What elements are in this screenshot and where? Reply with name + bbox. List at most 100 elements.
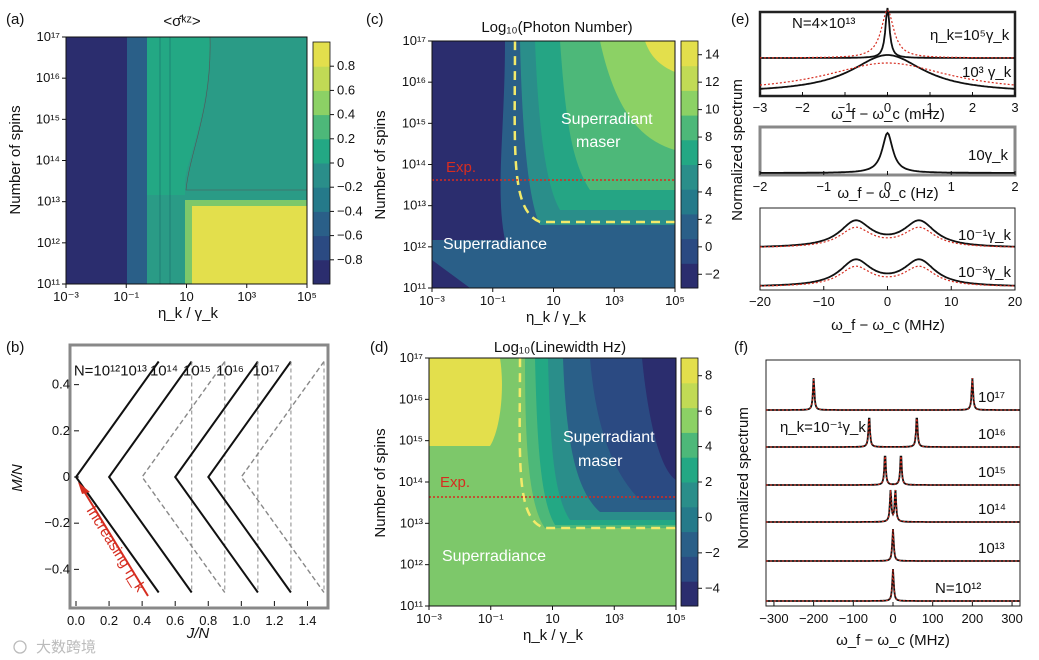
colorbar-tick-label: 0.4 bbox=[337, 107, 355, 122]
x-tick-label: 300 bbox=[1001, 611, 1023, 626]
panel-d-label: (d) bbox=[370, 339, 388, 356]
x-tick-label: 0 bbox=[884, 100, 891, 115]
x-tick-label: 0.0 bbox=[67, 613, 85, 628]
panel-d-x-axis: 10⁻³ 10⁻¹ 10 10³ 10⁵ bbox=[416, 606, 686, 626]
x-tick-label: 10³ bbox=[237, 289, 256, 304]
colorbar-swatch bbox=[681, 506, 698, 533]
panel-b-top-labels: N=10¹² 10¹³ 10¹⁴ 10¹⁵ 10¹⁶ 10¹⁷ bbox=[74, 362, 280, 379]
region-topleft bbox=[429, 358, 502, 446]
colorbar-swatch bbox=[313, 66, 330, 91]
x-tick-label: 10 bbox=[944, 294, 958, 309]
y-tick-label: 10¹⁷ bbox=[403, 33, 427, 48]
series-line bbox=[141, 361, 226, 593]
colorbar-swatch bbox=[681, 189, 698, 215]
x-tick-label: 10³ bbox=[605, 611, 624, 626]
x-tick-label: 1 bbox=[948, 179, 955, 194]
panel-a-x-axis: 10⁻³ 10⁻¹ 10 10³ 10⁵ bbox=[53, 284, 317, 304]
region-c5 bbox=[645, 41, 675, 72]
colorbar-swatch bbox=[313, 235, 330, 261]
colorbar-tick-label: 0.2 bbox=[337, 131, 355, 146]
y-tick-label: 10¹⁵ bbox=[399, 433, 423, 448]
arrow-head bbox=[78, 482, 90, 494]
x-tick-label: 0 bbox=[884, 294, 891, 309]
x-tick-label: 10³ bbox=[605, 293, 624, 308]
e-label-N: N=4×10¹³ bbox=[792, 15, 855, 32]
y-tick-label: 10¹⁷ bbox=[400, 350, 424, 365]
colorbar-swatch bbox=[681, 139, 698, 165]
colorbar-tick-label: 6 bbox=[705, 403, 712, 418]
x-tick-label: 10⁻¹ bbox=[478, 611, 504, 626]
colorbar-swatch bbox=[681, 556, 698, 582]
x-tick-label: 2 bbox=[969, 100, 976, 115]
colorbar-tick-label: −4 bbox=[705, 580, 720, 595]
x-tick-label: 10⁻³ bbox=[416, 611, 442, 626]
e-xlabel-3: ω_f − ω_c (MHz) bbox=[831, 317, 945, 334]
x-tick-label: 2 bbox=[1011, 179, 1018, 194]
f-series-label: 10¹⁶ bbox=[978, 426, 1006, 443]
colorbar-tick-label: −2 bbox=[705, 545, 720, 560]
y-tick-label: −0.2 bbox=[44, 515, 70, 530]
f-eta-annotation: η_k=10⁻¹γ_k bbox=[780, 419, 866, 436]
x-tick-label: −200 bbox=[799, 611, 828, 626]
colorbar-swatch bbox=[313, 259, 330, 285]
x-tick-label: 0.6 bbox=[166, 613, 184, 628]
y-tick-label: 10¹³ bbox=[400, 515, 424, 530]
panel-d-ylabel: Number of spins bbox=[372, 428, 389, 537]
panel-b-x-axis: 0.0 0.2 0.4 0.6 0.8 1.0 1.2 1.4 bbox=[67, 601, 317, 628]
panel-e-x-axes: −3 −2 −1 0 1 2 3−2 −1 0 1 2−20 −10 0 10 20 bbox=[749, 92, 1022, 309]
panel-e-curves bbox=[759, 7, 1016, 287]
colorbar-swatch bbox=[681, 65, 698, 91]
x-tick-label: 0 bbox=[884, 179, 891, 194]
x-tick-label: −100 bbox=[839, 611, 868, 626]
panel-c-ylabel: Number of spins bbox=[372, 110, 389, 219]
x-tick-label: 20 bbox=[1008, 294, 1022, 309]
top-label: 10¹⁵ bbox=[183, 362, 211, 379]
y-tick-label: 10¹⁶ bbox=[399, 391, 423, 406]
top-label: 10¹⁷ bbox=[252, 362, 279, 379]
e-curve-eta5-red bbox=[760, 9, 1015, 59]
colorbar-swatch bbox=[313, 163, 330, 188]
panel-c-label: (c) bbox=[366, 11, 384, 28]
colorbar-tick-label: 8 bbox=[705, 129, 712, 144]
region-left bbox=[432, 41, 505, 240]
y-tick-label: 10¹⁷ bbox=[37, 29, 61, 44]
y-tick-label: 10¹⁶ bbox=[402, 74, 426, 89]
colorbar-swatch bbox=[681, 432, 698, 458]
y-tick-label: 10¹³ bbox=[37, 194, 61, 209]
colorbar-swatch bbox=[313, 42, 330, 67]
panel-e: (e) Normalized spectrum −3 −2 −1 0 1 2 3−2 −1 0 1… bbox=[729, 7, 1022, 334]
y-tick-label: 0 bbox=[63, 469, 70, 484]
colorbar-tick-label: 0 bbox=[705, 509, 712, 524]
e-curve-etam1-red bbox=[760, 226, 1015, 248]
colorbar-tick-label: 2 bbox=[705, 474, 712, 489]
y-tick-label: 0.2 bbox=[52, 423, 70, 438]
x-tick-label: 10 bbox=[546, 293, 560, 308]
colorbar-swatch bbox=[681, 263, 698, 289]
region-band2 bbox=[147, 37, 210, 195]
colorbar-tick-label: 0.6 bbox=[337, 82, 355, 97]
increasing-arrow bbox=[81, 487, 149, 597]
region-high bbox=[192, 206, 307, 284]
x-tick-label: −1 bbox=[816, 179, 831, 194]
e-xlabel-1: ω_f − ω_c (mHz) bbox=[831, 106, 945, 123]
x-tick-label: 3 bbox=[1011, 100, 1018, 115]
watermark-icon bbox=[13, 640, 27, 654]
colorbar-tick-label: −0.8 bbox=[337, 252, 363, 267]
e-curve-etam1 bbox=[759, 219, 1016, 248]
panel-d-colorbar: 8 6 4 2 0 −2 −4 bbox=[680, 357, 720, 607]
f-series-label: 10¹⁷ bbox=[978, 389, 1005, 406]
x-tick-label: 1 bbox=[926, 100, 933, 115]
x-tick-label: −3 bbox=[753, 100, 768, 115]
colorbar-tick-label: 0 bbox=[337, 155, 344, 170]
colorbar-swatch bbox=[681, 358, 698, 384]
panel-f: (f) Normalized spectrum 10¹⁷ 10¹⁶ 10¹⁵ 10¹⁴… bbox=[734, 339, 1023, 649]
panel-b: (b) N=10¹² 10¹³ 10¹⁴ 10¹⁵ 10¹⁶ 10¹⁷ 0.4 0.2 0 −0… bbox=[6, 339, 330, 642]
e-curve-eta3-red bbox=[759, 62, 1016, 86]
x-tick-label: 0 bbox=[889, 611, 896, 626]
x-tick-label: 10⁻³ bbox=[419, 293, 445, 308]
y-tick-label: 10¹⁵ bbox=[36, 111, 60, 126]
y-tick-label: 10¹¹ bbox=[403, 280, 427, 295]
x-tick-label: 200 bbox=[962, 611, 984, 626]
colorbar-tick-label: 10 bbox=[705, 102, 719, 117]
